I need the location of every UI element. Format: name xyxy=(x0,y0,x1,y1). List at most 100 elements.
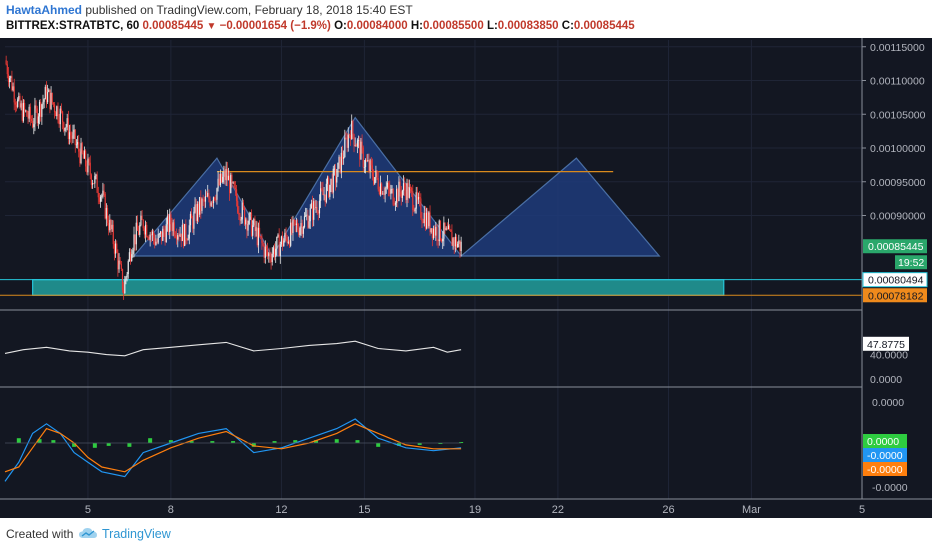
candle-body xyxy=(143,228,145,235)
candle-body xyxy=(290,222,292,246)
candle-body xyxy=(402,183,405,191)
rsi-line[interactable] xyxy=(4,340,462,357)
low-label: L: xyxy=(486,20,498,32)
candle-body xyxy=(239,214,241,221)
candle-body xyxy=(157,234,159,243)
candle-body xyxy=(407,183,409,198)
candle-body xyxy=(224,171,226,181)
candle-body xyxy=(29,106,31,119)
candle-body xyxy=(203,199,205,202)
chart-axes: 5 8 12 15 19 22 26 Mar 5 0.00115000 0.00110000 0.00… xyxy=(0,38,932,516)
candle-body xyxy=(292,219,294,233)
candle-body xyxy=(237,200,239,213)
candle-body xyxy=(332,168,334,193)
candle-body xyxy=(40,101,42,117)
macd-histogram-bar xyxy=(417,443,422,445)
candle-body xyxy=(177,234,179,240)
candle-body xyxy=(230,174,232,193)
time-tick-label: 8 xyxy=(168,504,174,516)
candle-body xyxy=(405,189,407,200)
candle-body xyxy=(370,160,372,166)
candle-body xyxy=(178,234,180,237)
time-tick-label: 19 xyxy=(469,504,481,516)
candle-body xyxy=(21,103,23,121)
candle-body xyxy=(391,188,393,190)
countdown-label: 19:52 xyxy=(898,257,924,269)
candle-body xyxy=(334,168,337,183)
candle-body xyxy=(185,223,187,240)
time-tick-label: Mar xyxy=(742,504,761,516)
candle-body xyxy=(135,222,137,245)
candle-body xyxy=(408,187,410,198)
candle-body xyxy=(352,120,354,135)
author-link[interactable]: HawtaAhmed xyxy=(6,3,83,17)
rsi-value-label-bg xyxy=(863,336,909,351)
price-tick-label: 0.00095000 xyxy=(870,177,926,189)
price-pane[interactable] xyxy=(0,55,862,300)
rsi-pane[interactable] xyxy=(4,340,462,357)
candle-body xyxy=(200,196,202,211)
candle-body xyxy=(47,91,49,103)
candle-body xyxy=(260,236,262,237)
price-tick-label: 0.00105000 xyxy=(870,109,926,121)
candle-body xyxy=(152,231,155,239)
candle-body xyxy=(363,167,365,168)
candle-body xyxy=(284,232,286,241)
candle-body xyxy=(27,116,29,119)
price-tick-label: 0.00100000 xyxy=(870,143,926,155)
candle-body xyxy=(349,134,352,140)
candle-body xyxy=(18,96,20,100)
tradingview-brand-link[interactable]: TradingView xyxy=(102,527,171,541)
candle-body xyxy=(392,188,394,205)
candle-body xyxy=(89,162,91,175)
candle-body xyxy=(263,245,265,258)
candle-body xyxy=(315,207,317,209)
candle-body xyxy=(188,225,190,239)
candle-body xyxy=(98,197,101,202)
candle-body xyxy=(250,212,253,236)
candle-body xyxy=(328,177,330,197)
candle-body xyxy=(129,252,132,262)
macd-value-label: -0.0000 xyxy=(867,450,903,462)
candle-body xyxy=(25,110,27,112)
candle-body xyxy=(331,178,333,193)
candle-body xyxy=(343,157,345,159)
candle-body xyxy=(87,158,89,173)
candle-body xyxy=(121,269,124,291)
candle-body xyxy=(291,222,293,233)
candle-body xyxy=(126,274,128,278)
candle-body xyxy=(50,92,52,109)
candle-body xyxy=(120,263,122,270)
candle-body xyxy=(379,183,382,195)
candle-body xyxy=(82,152,84,159)
pattern-triangle[interactable] xyxy=(459,157,661,257)
candle-body xyxy=(271,253,273,263)
candle-body xyxy=(285,232,287,237)
candle-body xyxy=(234,187,236,190)
candle-body xyxy=(134,234,136,245)
candle-body xyxy=(384,188,386,195)
support-zone[interactable] xyxy=(32,279,725,296)
candle-body xyxy=(451,231,453,246)
candle-body xyxy=(276,236,278,249)
candle-body xyxy=(73,129,75,133)
candle-body xyxy=(72,132,74,139)
candle-body xyxy=(329,184,331,197)
candle-body xyxy=(85,150,87,167)
candle-body xyxy=(116,243,118,253)
candle-body xyxy=(20,103,22,108)
trading-chart[interactable]: 5 8 12 15 19 22 26 Mar 5 0.00115000 0.00110000 0.00… xyxy=(0,38,932,518)
candle-body xyxy=(390,189,392,194)
macd-histogram-bar xyxy=(355,440,360,443)
time-tick-label: 12 xyxy=(275,504,287,516)
candle-body xyxy=(171,224,173,232)
macd-pane[interactable] xyxy=(4,418,464,482)
candle-body xyxy=(446,227,448,230)
candle-body xyxy=(161,231,163,241)
candle-body xyxy=(341,152,344,159)
zone-top-label-border xyxy=(862,272,928,288)
footer: Created with TradingView xyxy=(0,518,932,550)
candle-body xyxy=(437,239,439,242)
candle-body xyxy=(186,239,188,241)
candle-body xyxy=(219,173,222,186)
